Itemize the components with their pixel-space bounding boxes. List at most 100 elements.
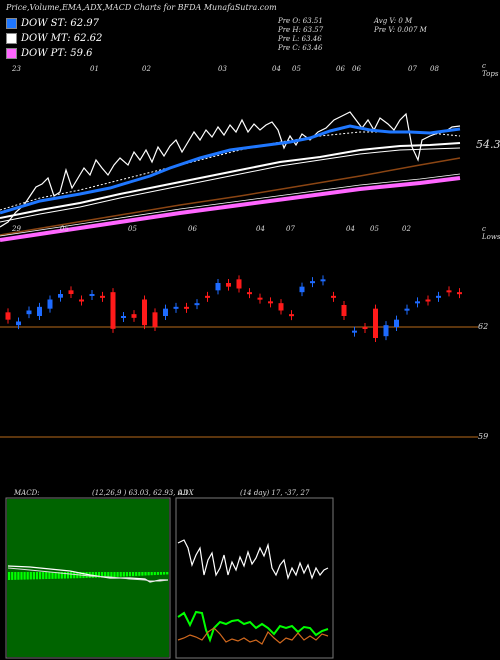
adx-panel-frame — [175, 497, 334, 659]
macd-histogram-bar — [32, 572, 35, 580]
candle-body — [152, 312, 158, 327]
candle-body — [26, 310, 32, 315]
candle-body — [362, 327, 368, 329]
macd-histogram-bar — [156, 572, 159, 575]
macd-histogram-bar — [135, 572, 138, 576]
macd-histogram-bar — [163, 572, 166, 575]
candle-body — [404, 308, 410, 311]
prev-low: Pre L: 63.46 — [278, 35, 322, 43]
low-date-3: 06 — [188, 225, 197, 233]
candle-body — [383, 325, 389, 337]
candle-body — [257, 297, 263, 300]
candle-body — [100, 295, 105, 298]
ema-pt-outline — [0, 173, 461, 237]
candle-body — [331, 295, 336, 298]
macd-histogram-bar — [45, 572, 48, 580]
candle-body — [215, 283, 221, 291]
top-date-3: 03 — [218, 65, 227, 73]
candle-body — [131, 314, 137, 318]
adx-minus-di-line — [177, 539, 329, 581]
macd-histogram-bar — [8, 572, 11, 580]
candle-body — [310, 281, 315, 284]
macd-histogram-bar — [101, 572, 104, 578]
ema-long-line — [0, 157, 461, 236]
macd-histogram-bar — [70, 572, 73, 579]
macd-histogram-bar — [97, 572, 101, 578]
candle-body — [299, 286, 305, 293]
right-59-label: 59 — [478, 432, 489, 441]
right-62-label: 62 — [478, 322, 489, 331]
macd-histogram-bar — [63, 572, 66, 579]
macd-histogram-bar — [26, 572, 29, 580]
macd-histogram-bar — [35, 572, 39, 580]
ema-mid-line — [0, 142, 461, 219]
low-date-1: 05 — [60, 225, 69, 233]
legend-swatch-mt — [6, 33, 17, 44]
candle-body — [373, 308, 378, 338]
top-date-4: 04 — [272, 65, 281, 73]
macd-histogram-bar — [110, 572, 113, 578]
macd-histogram-bar — [20, 572, 23, 580]
price-close-line — [0, 111, 461, 228]
candle-body — [110, 292, 116, 329]
ema-pt-line — [0, 176, 461, 242]
adx-plus-di-line — [177, 610, 329, 643]
macd-histogram-bar — [153, 572, 156, 576]
tops-label: c Tops — [482, 62, 499, 78]
lows-label: c Lows — [482, 225, 500, 241]
chart-title: Price,Volume,EMA,ADX,MACD Charts for BFD… — [6, 3, 277, 12]
adx-line — [177, 627, 329, 645]
candle-body — [457, 292, 462, 295]
macd-histogram-bar — [23, 572, 26, 580]
macd-histogram-bar — [141, 572, 144, 576]
candle-body — [68, 290, 74, 294]
low-date-5: 07 — [286, 225, 295, 233]
legend-swatch-st — [6, 18, 17, 29]
legend-dow-st: DOW ST: 62.97 — [6, 18, 99, 29]
top-date-2: 02 — [142, 65, 151, 73]
macd-histogram-bar — [17, 572, 20, 580]
candle-body — [37, 306, 42, 316]
macd-histogram-bar — [54, 572, 57, 579]
macd-histogram-bar — [39, 572, 42, 580]
candle-body — [16, 321, 21, 326]
legend-dow-mt: DOW MT: 62.62 — [6, 33, 102, 44]
macd-histogram-bar — [122, 572, 125, 577]
low-date-6: 04 — [346, 225, 355, 233]
macd-histogram-bar — [107, 572, 110, 578]
candle-body — [341, 305, 347, 316]
macd-histogram-bar — [73, 572, 76, 579]
top-date-6: 06 — [336, 65, 345, 73]
macd-histogram-bar — [51, 572, 54, 579]
candle-body — [278, 303, 284, 311]
macd-histogram-bar — [48, 572, 51, 579]
prev-high: Pre H: 63.57 — [278, 26, 324, 34]
candle-body — [58, 294, 63, 298]
low-date-8: 02 — [402, 225, 411, 233]
legend-label-mt: DOW MT: 62.62 — [21, 33, 103, 44]
legend-swatch-pt — [6, 48, 17, 59]
macd-histogram-bar — [166, 572, 169, 575]
macd-signal-line — [7, 567, 169, 582]
candle-body — [268, 301, 273, 304]
prev-close: Pre C: 63.46 — [278, 44, 323, 52]
macd-histogram-bar — [125, 572, 128, 577]
adx-params: (14 day) 17, -37, 27 — [240, 489, 310, 497]
macd-histogram-bar — [116, 572, 119, 577]
macd-histogram-bar — [11, 572, 14, 580]
low-date-4: 04 — [256, 225, 265, 233]
legend-dow-pt: DOW PT: 59.6 — [6, 48, 93, 59]
candle-body — [446, 290, 452, 293]
candle-body — [121, 316, 126, 318]
top-date-7: 06 — [352, 65, 361, 73]
legend-label-st: DOW ST: 62.97 — [21, 18, 100, 29]
macd-histogram-bar — [42, 572, 45, 580]
prev-open: Pre O: 63.51 — [278, 17, 323, 25]
macd-histogram-bar — [66, 572, 70, 579]
macd-histogram-bar — [144, 572, 147, 576]
macd-title: MACD: — [14, 489, 40, 497]
top-date-5: 05 — [292, 65, 301, 73]
candle-body — [194, 303, 200, 306]
candle-body — [173, 306, 179, 309]
adx-title: ADX — [178, 489, 194, 497]
